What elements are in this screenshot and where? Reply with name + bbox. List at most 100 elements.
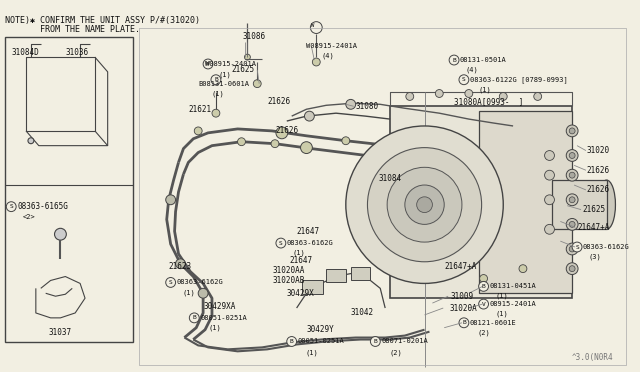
Circle shape (569, 266, 575, 272)
Circle shape (459, 318, 469, 328)
Text: 31009: 31009 (450, 292, 473, 301)
Bar (5, 38, 133, 343)
Bar (326, 269, 346, 282)
Text: 21625: 21625 (582, 205, 605, 214)
Text: (4): (4) (466, 67, 479, 73)
Circle shape (244, 54, 250, 60)
Text: W08915-2401A: W08915-2401A (205, 61, 256, 67)
Circle shape (6, 202, 16, 212)
Circle shape (569, 246, 575, 252)
Circle shape (166, 278, 175, 287)
Text: 31037: 31037 (49, 328, 72, 337)
Text: B: B (482, 284, 486, 289)
Text: B: B (462, 320, 466, 325)
Circle shape (435, 90, 444, 97)
Text: 21626: 21626 (267, 97, 290, 106)
Circle shape (212, 109, 220, 117)
Text: B: B (214, 77, 218, 82)
Bar (301, 280, 323, 294)
Ellipse shape (598, 180, 616, 229)
Text: FROM THE NAME PLATE.: FROM THE NAME PLATE. (5, 25, 140, 33)
Circle shape (566, 194, 578, 206)
Text: W08915-2401A: W08915-2401A (307, 43, 358, 49)
Circle shape (342, 137, 349, 145)
Text: (1): (1) (212, 90, 225, 97)
Bar (351, 267, 371, 280)
Circle shape (387, 167, 462, 242)
Circle shape (406, 93, 413, 100)
Text: B08131-0601A: B08131-0601A (198, 81, 249, 87)
Text: 08363-6162G: 08363-6162G (177, 279, 223, 285)
Circle shape (566, 150, 578, 161)
Text: 21626: 21626 (587, 185, 610, 195)
Text: S: S (279, 241, 283, 246)
Circle shape (312, 58, 320, 66)
Circle shape (203, 59, 213, 69)
Text: NOTE)✱ CONFIRM THE UNIT ASSY P/#(31020): NOTE)✱ CONFIRM THE UNIT ASSY P/#(31020) (5, 16, 200, 25)
Text: ^3.0(N0R4: ^3.0(N0R4 (572, 353, 614, 362)
Text: 31042: 31042 (351, 308, 374, 317)
Text: 08363-6162G: 08363-6162G (583, 244, 630, 250)
Circle shape (253, 80, 261, 87)
Text: S: S (169, 280, 173, 285)
Text: (1): (1) (495, 311, 508, 317)
Text: 08051-0251A: 08051-0251A (298, 339, 344, 344)
Text: B: B (374, 339, 377, 344)
Text: 21625: 21625 (232, 65, 255, 74)
Text: W: W (206, 61, 210, 67)
Circle shape (417, 197, 433, 212)
Circle shape (166, 195, 175, 205)
Circle shape (519, 265, 527, 273)
Text: S: S (10, 204, 13, 209)
Circle shape (28, 138, 34, 144)
Text: (2): (2) (477, 329, 490, 336)
Circle shape (175, 259, 186, 269)
Circle shape (566, 125, 578, 137)
Text: 31036: 31036 (65, 48, 88, 57)
Circle shape (545, 170, 554, 180)
Circle shape (572, 242, 582, 252)
Text: 31020A: 31020A (449, 304, 477, 312)
Text: 08131-0501A: 08131-0501A (460, 57, 507, 63)
Text: (1): (1) (219, 71, 232, 78)
Circle shape (479, 282, 488, 291)
Circle shape (569, 153, 575, 158)
Text: 08131-0451A: 08131-0451A (490, 283, 536, 289)
Circle shape (287, 337, 296, 346)
Text: (1): (1) (208, 324, 221, 331)
Text: 21626: 21626 (275, 126, 298, 135)
Text: 31020AA: 31020AA (273, 266, 305, 275)
Bar (390, 106, 572, 298)
Text: (4): (4) (321, 53, 334, 60)
Text: 08051-0251A: 08051-0251A (200, 315, 247, 321)
Circle shape (276, 127, 288, 139)
Text: 08363-6122G [0789-0993]: 08363-6122G [0789-0993] (470, 76, 568, 83)
Text: W: W (311, 23, 314, 28)
Text: 31020AB: 31020AB (273, 276, 305, 285)
Circle shape (367, 148, 482, 262)
Text: S: S (462, 77, 466, 82)
Circle shape (566, 169, 578, 181)
Text: 21647+A: 21647+A (444, 262, 477, 271)
Circle shape (346, 99, 356, 109)
Text: 21647: 21647 (290, 256, 313, 265)
Text: 21621: 21621 (188, 105, 211, 114)
Circle shape (479, 299, 488, 309)
Circle shape (195, 127, 202, 135)
Circle shape (566, 243, 578, 255)
Circle shape (303, 145, 310, 153)
Text: 30429Y: 30429Y (307, 325, 334, 334)
Circle shape (479, 275, 488, 282)
Text: (1): (1) (292, 250, 305, 256)
Circle shape (371, 337, 380, 346)
Text: 31086: 31086 (243, 32, 266, 41)
Circle shape (189, 313, 199, 323)
Text: 21647: 21647 (296, 227, 320, 236)
Circle shape (310, 22, 322, 33)
Text: 31084: 31084 (378, 174, 401, 183)
Circle shape (450, 265, 458, 273)
Text: B: B (290, 339, 294, 344)
Text: 31020: 31020 (587, 146, 610, 155)
Circle shape (545, 224, 554, 234)
Circle shape (198, 288, 208, 298)
